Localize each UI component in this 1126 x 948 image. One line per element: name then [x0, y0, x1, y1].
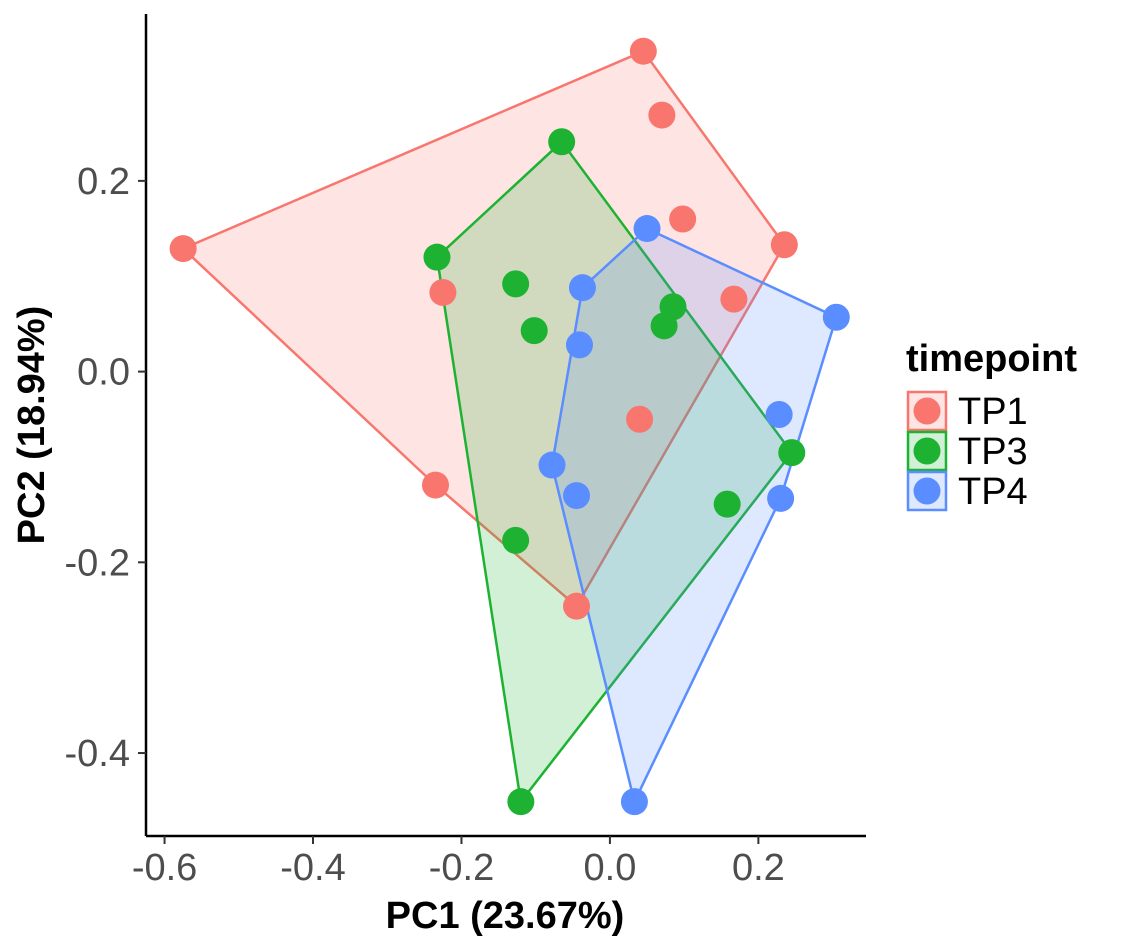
point-tp4 [565, 331, 593, 359]
point-tp3 [650, 312, 678, 340]
x-tick-label: -0.6 [132, 847, 197, 889]
point-tp3 [502, 526, 530, 554]
legend-label-tp1: TP1 [958, 391, 1028, 433]
x-tick-label: 0.0 [584, 847, 637, 889]
y-axis-title: PC2 (18.94%) [11, 306, 53, 545]
point-tp4 [568, 274, 596, 302]
legend-title: timepoint [906, 338, 1077, 380]
legend-marker-tp1 [913, 397, 941, 425]
y-ticks: -0.4 -0.2 0.0 0.2 [65, 161, 146, 775]
hull-layer [180, 49, 838, 806]
point-tp3 [548, 128, 576, 156]
point-tp1 [626, 405, 654, 433]
x-tick-label: -0.4 [280, 847, 345, 889]
point-tp3 [520, 317, 548, 345]
x-ticks: -0.6 -0.4 -0.2 0.0 0.2 [132, 836, 785, 889]
y-tick-label: -0.4 [65, 733, 130, 775]
point-tp3 [713, 490, 741, 518]
point-tp4 [633, 215, 661, 243]
point-tp1 [429, 278, 457, 306]
point-tp1 [669, 205, 697, 233]
hull-tp4 [550, 227, 838, 806]
x-axis-title: PC1 (23.67%) [386, 895, 625, 937]
point-tp4 [538, 451, 566, 479]
y-tick-label: -0.2 [65, 542, 130, 584]
point-tp3 [778, 439, 806, 467]
y-tick-label: 0.0 [77, 352, 130, 394]
point-tp3 [502, 270, 530, 298]
legend-marker-tp4 [913, 477, 941, 505]
legend-label-tp3: TP3 [958, 431, 1028, 473]
point-tp4 [563, 482, 591, 510]
point-tp1 [629, 37, 657, 65]
point-tp1 [169, 235, 197, 263]
point-tp4 [822, 303, 850, 331]
y-tick-label: 0.2 [77, 161, 130, 203]
point-tp1 [770, 231, 798, 259]
point-tp4 [767, 484, 795, 512]
point-tp3 [507, 788, 535, 816]
legend-label-tp4: TP4 [958, 471, 1028, 513]
x-tick-label: 0.2 [732, 847, 785, 889]
point-tp4 [765, 401, 793, 429]
points-layer [169, 37, 850, 816]
x-tick-label: -0.2 [429, 847, 494, 889]
point-tp1 [421, 471, 449, 499]
point-tp1 [648, 101, 676, 129]
legend-marker-tp3 [913, 437, 941, 465]
point-tp1 [720, 285, 748, 313]
point-tp1 [563, 592, 591, 620]
point-tp3 [423, 243, 451, 271]
point-tp4 [620, 788, 648, 816]
